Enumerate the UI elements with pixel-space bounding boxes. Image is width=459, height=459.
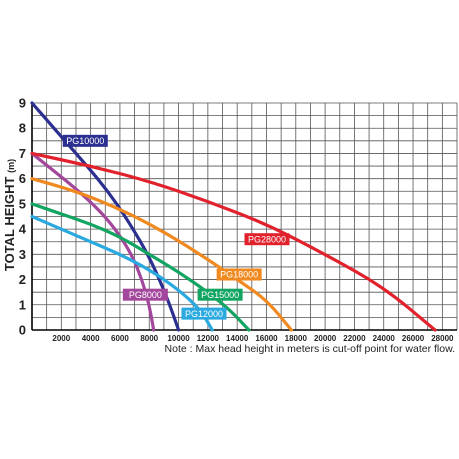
series-line-pg28000 — [30, 151, 437, 332]
series-label-pg8000: PG8000 — [122, 288, 168, 301]
series-line-pg12000 — [30, 214, 214, 332]
x-tick-label: 18000 — [285, 334, 308, 343]
series-label-text: PG15000 — [201, 290, 239, 300]
x-tick-label: 24000 — [373, 334, 396, 343]
series-label-bg — [181, 307, 227, 320]
y-tick-label: 3 — [19, 247, 26, 262]
x-tick-label: 22000 — [343, 334, 366, 343]
x-tick-label: 8000 — [140, 334, 158, 343]
series-label-bg — [216, 268, 262, 281]
y-axis-label: TOTAL HEIGHT (m) — [2, 159, 17, 271]
y-axis-unit: (m) — [6, 159, 16, 173]
series-label-pg18000: PG18000 — [216, 268, 262, 281]
y-tick-label: 8 — [19, 121, 26, 136]
series-labels: PG10000 PG8000 PG12000 PG15000 PG18000 PG2800… — [62, 134, 290, 320]
series-label-bg — [244, 233, 290, 246]
y-tick-label: 1 — [19, 297, 26, 312]
series-label-bg — [122, 288, 168, 301]
series-lines — [30, 101, 437, 332]
y-tick-label: 0 — [19, 323, 26, 338]
y-tick-label: 4 — [19, 222, 27, 237]
series-label-pg10000: PG10000 — [62, 134, 108, 147]
y-tick-labels: 0 1 2 3 4 5 6 7 8 9 — [19, 96, 27, 338]
series-line-pg10000 — [30, 101, 181, 332]
x-tick-label: 6000 — [111, 334, 129, 343]
series-label-text: PG12000 — [185, 309, 223, 319]
series-label-bg — [62, 134, 108, 147]
x-tick-label: 12000 — [197, 334, 220, 343]
x-tick-label: 16000 — [255, 334, 278, 343]
series-line-pg8000 — [30, 151, 156, 332]
y-tick-label: 9 — [19, 96, 26, 111]
y-tick-label: 5 — [19, 196, 26, 211]
x-tick-labels: 2000 4000 6000 8000 10000 12000 14000 16000 1800… — [52, 334, 454, 343]
x-tick-label: 4000 — [82, 334, 100, 343]
x-tick-label: 14000 — [226, 334, 249, 343]
series-label-bg — [197, 288, 243, 301]
chart-note: Note : Max head height in meters is cut-… — [164, 343, 455, 355]
series-label-pg15000: PG15000 — [197, 288, 243, 301]
x-tick-label: 28000 — [431, 334, 454, 343]
series-label-text: PG8000 — [129, 290, 162, 300]
series-label-text: PG10000 — [66, 136, 104, 146]
series-label-text: PG18000 — [220, 270, 258, 280]
y-tick-label: 6 — [19, 171, 26, 186]
y-tick-label: 7 — [19, 146, 26, 161]
series-label-pg28000: PG28000 — [244, 233, 290, 246]
x-tick-label: 20000 — [314, 334, 337, 343]
x-tick-label: 10000 — [167, 334, 190, 343]
x-tick-label: 26000 — [402, 334, 425, 343]
series-label-text: PG28000 — [248, 234, 286, 244]
x-tick-label: 2000 — [52, 334, 70, 343]
series-label-pg12000: PG12000 — [181, 307, 227, 320]
series-line-pg18000 — [30, 177, 293, 332]
y-tick-label: 2 — [19, 272, 26, 287]
